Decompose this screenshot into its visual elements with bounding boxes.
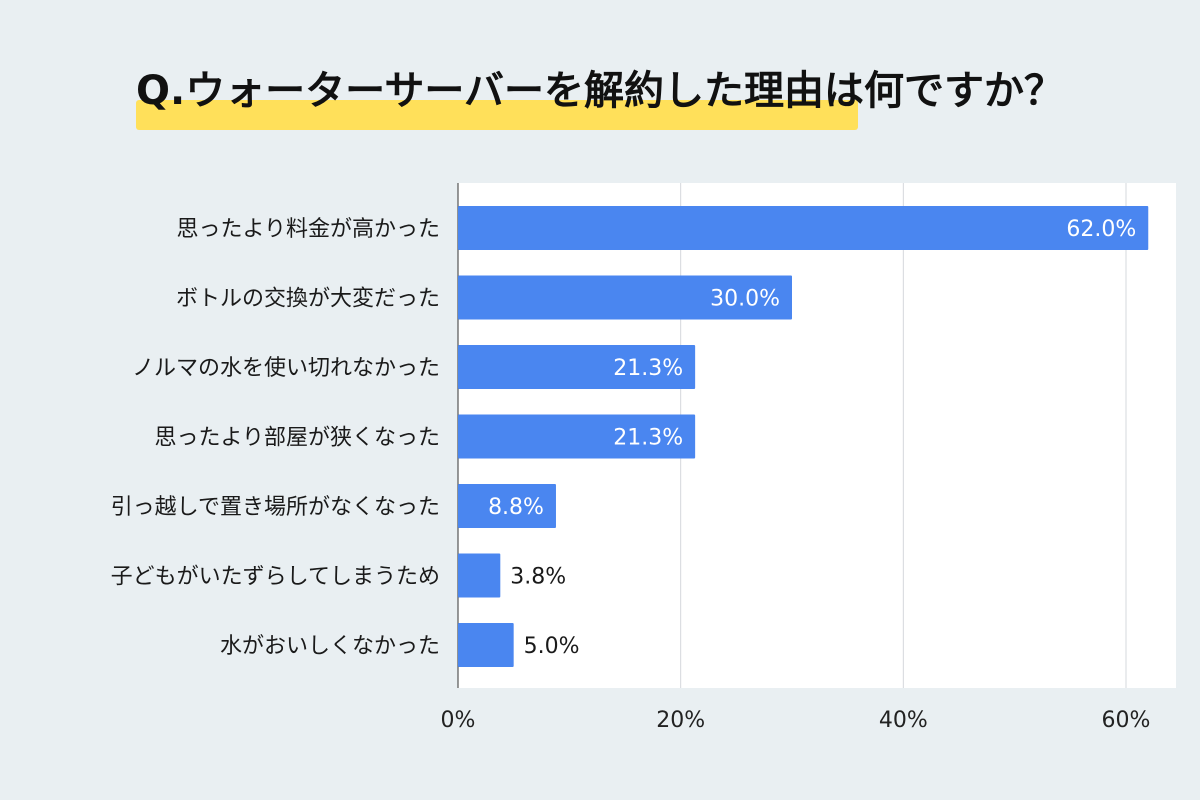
data-label: 30.0% (710, 287, 780, 312)
chart-title: Q.ウォーターサーバーを解約した理由は何ですか？ (136, 58, 1064, 116)
title-text: ウォーターサーバーを解約した理由は何ですか？ (185, 68, 1064, 114)
bar (458, 414, 696, 459)
bar (458, 484, 556, 528)
data-label: 21.3% (613, 356, 683, 381)
title-prefix: Q. (135, 68, 186, 114)
bar (458, 275, 792, 320)
data-label: 5.0% (524, 634, 580, 659)
category-label: 思ったより料金が高かった (176, 217, 440, 242)
category-label: ボトルの交換が大変だった (176, 287, 440, 312)
title-highlight (136, 100, 858, 130)
category-label: 子どもがいたずらしてしまうため (111, 565, 440, 590)
data-label: 3.8% (510, 565, 566, 590)
x-tick-label: 20% (656, 708, 705, 733)
category-label: ノルマの水を使い切れなかった (132, 356, 440, 381)
category-label: 思ったより部屋が狭くなった (154, 426, 440, 451)
data-label: 8.8% (488, 495, 544, 520)
bar (458, 553, 501, 598)
x-tick-label: 0% (441, 708, 476, 733)
x-tick-label: 60% (1102, 708, 1151, 733)
bar (458, 206, 1149, 250)
x-tick-label: 40% (879, 708, 928, 733)
data-label: 21.3% (613, 426, 683, 451)
category-label: 水がおいしくなかった (220, 634, 440, 659)
data-label: 62.0% (1066, 217, 1136, 242)
bar (458, 623, 514, 667)
title-container: Q.ウォーターサーバーを解約した理由は何ですか？ (0, 58, 1200, 116)
category-label: 引っ越しで置き場所がなくなった (111, 495, 440, 520)
bar (458, 345, 696, 389)
